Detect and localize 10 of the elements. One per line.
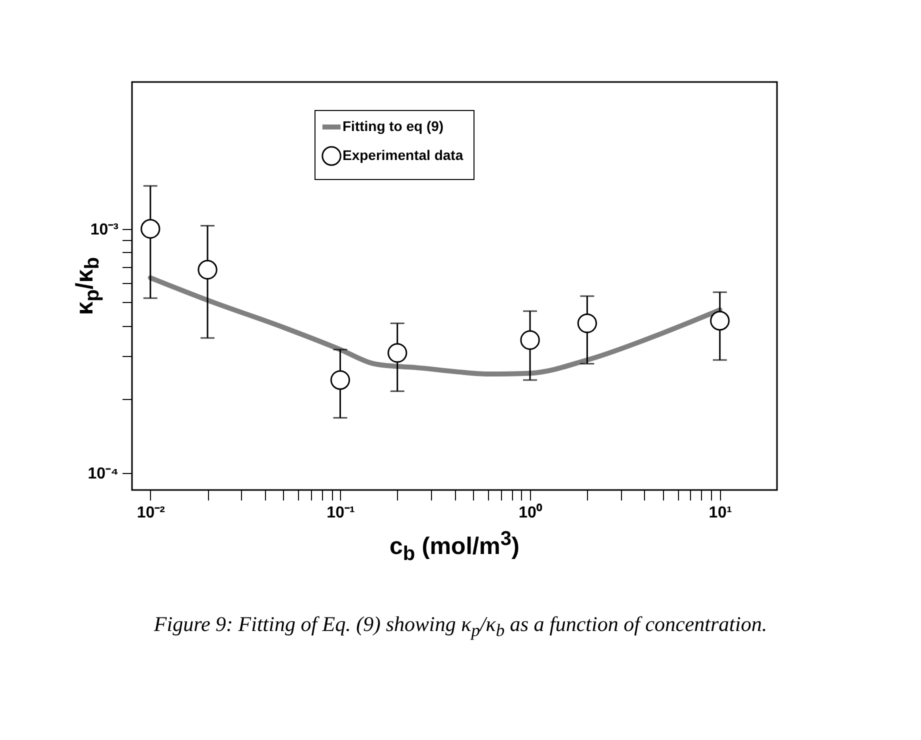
- x-tick-label: 10⁰: [518, 504, 542, 522]
- legend-label: Fitting to eq (9): [342, 118, 444, 134]
- legend-label: Experimental data: [342, 147, 464, 163]
- x-tick-label: 10⁻²: [136, 504, 165, 522]
- x-tick-label: 10⁻¹: [326, 504, 355, 522]
- caption: Figure 9: Fitting of Eq. (9) showing κ$_{p}$/κ$_{b}$ as a function of concentration.: [152, 612, 768, 642]
- x-axis-title: c$_{b}$ (mol/m$^{3}$): [388, 528, 521, 566]
- y-tick-label: 10⁻⁴: [88, 465, 119, 482]
- x-tick-label: 10¹: [708, 504, 732, 522]
- y-tick-label: 10⁻³: [90, 221, 118, 238]
